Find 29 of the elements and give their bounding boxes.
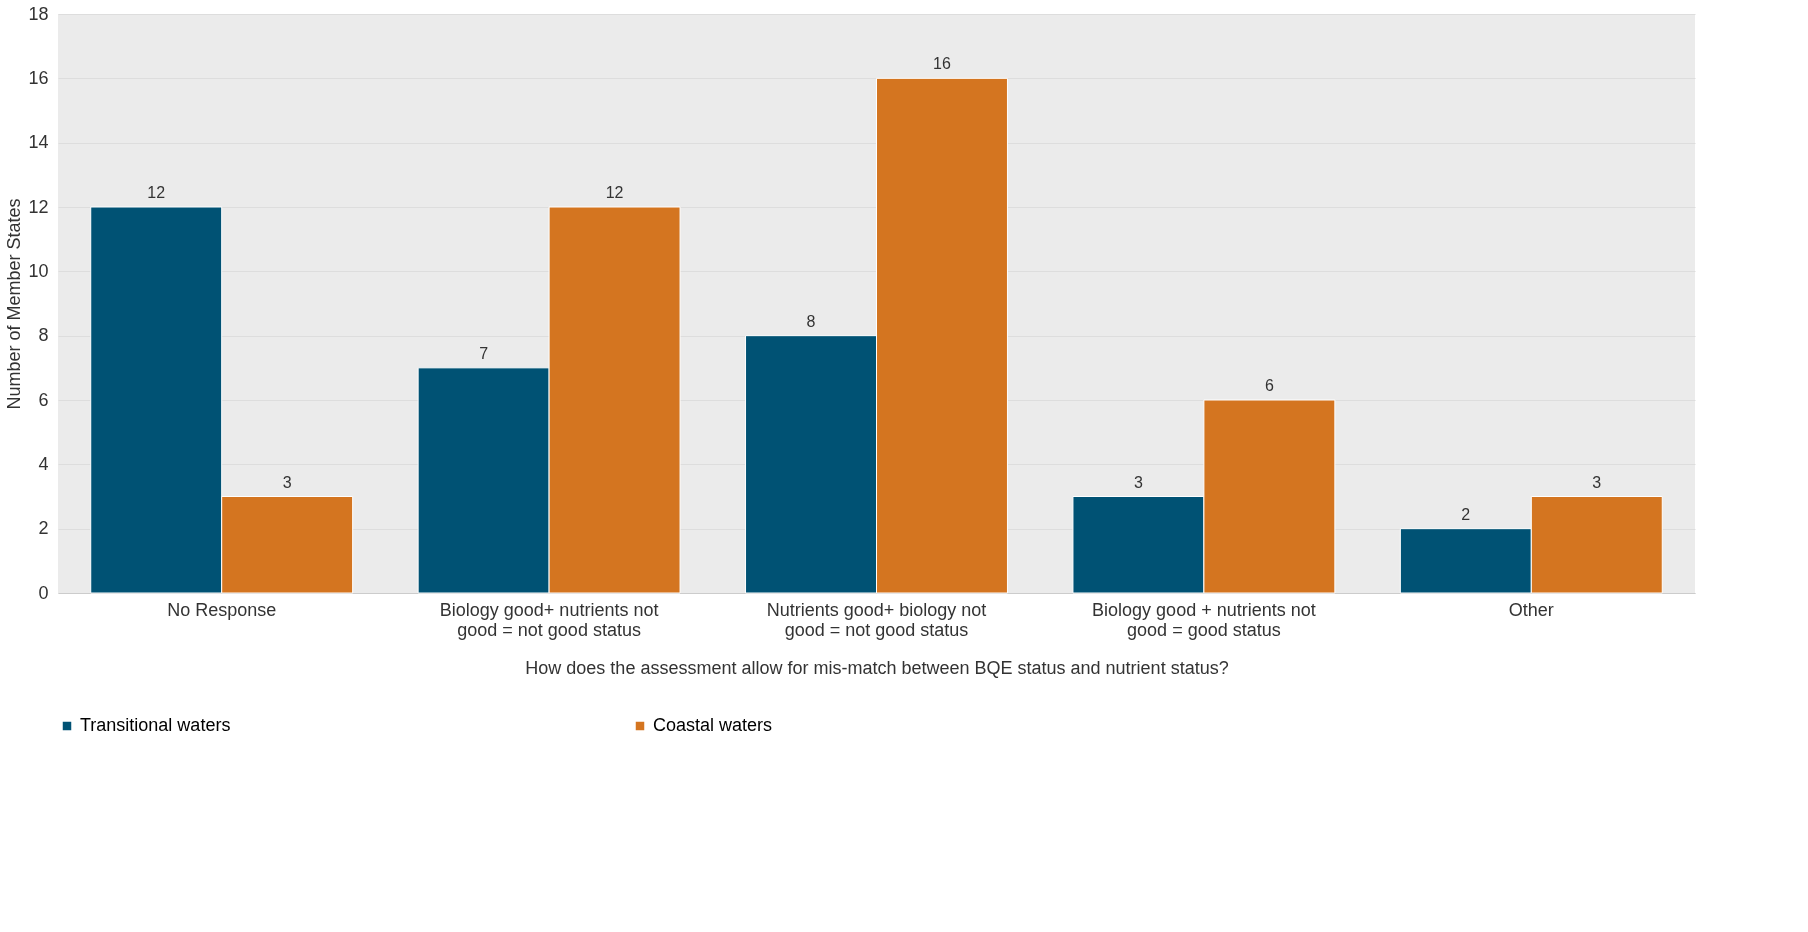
data-label: 2 — [1461, 505, 1471, 523]
y-tick-label: 16 — [28, 67, 49, 88]
x-tick-label: Biology good + nutrients not good = good status — [1092, 599, 1316, 640]
y-tick-label: 6 — [38, 389, 49, 410]
data-label: 3 — [1592, 473, 1602, 491]
data-label: 3 — [1133, 473, 1143, 491]
x-tick-label: Biology good+ nutrients not good = not good status — [439, 599, 659, 640]
y-axis-title: Number of Member States — [4, 198, 25, 410]
data-label: 8 — [806, 312, 816, 330]
data-label: 12 — [605, 184, 624, 201]
data-label: 6 — [1264, 377, 1274, 394]
data-label: 16 — [933, 55, 951, 73]
y-tick-label: 2 — [38, 518, 49, 539]
y-tick-label: 14 — [28, 132, 49, 153]
y-tick-label: 18 — [28, 3, 49, 24]
data-label: 7 — [479, 344, 489, 362]
data-label: 12 — [147, 184, 166, 201]
x-axis-title: How does the assessment allow for mis-match between BQE status and nutrient status? — [525, 657, 1229, 678]
x-tick-label: No Response — [167, 599, 277, 620]
y-tick-label: 4 — [38, 453, 49, 474]
legend-label: Coastal waters — [653, 715, 773, 735]
x-tick-label: Nutrients good+ biology not good = not good status — [766, 599, 987, 640]
y-tick-label: 0 — [38, 582, 49, 603]
y-tick-label: 8 — [38, 325, 49, 346]
y-tick-label: 10 — [28, 260, 49, 281]
y-tick-label: 12 — [28, 196, 49, 217]
data-label: 3 — [282, 473, 292, 491]
legend-label: Transitional waters — [80, 715, 231, 735]
x-tick-label: Other — [1508, 599, 1554, 620]
